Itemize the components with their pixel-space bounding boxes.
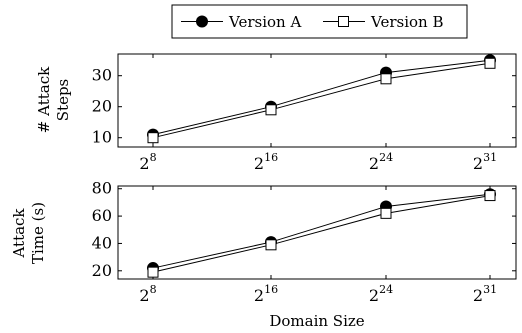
time-point-version-b (147, 266, 159, 278)
time-ytick-label: 40 (92, 233, 112, 252)
steps-ytick-label: 20 (92, 97, 112, 116)
steps-ytick-label: 10 (92, 128, 112, 147)
shared-xlabel: Domain Size (269, 312, 364, 330)
steps-series-line-version-a (152, 59, 491, 136)
time-plot-area: 20 40 60 80 28 216 224 231 (92, 179, 517, 305)
time-series-line-version-a (152, 193, 491, 269)
steps-chart: # Attack Steps 10 20 30 28 216 224 231 (35, 53, 517, 173)
legend-marker-version-a (196, 15, 208, 28)
steps-xtick-label: 231 (473, 151, 497, 173)
time-xtick-label: 231 (473, 283, 497, 305)
steps-point-version-b (380, 73, 392, 85)
steps-series-line-version-b (152, 62, 491, 139)
steps-ylabel-line1: # Attack (35, 66, 53, 133)
steps-xtick-label: 216 (254, 151, 278, 173)
time-ytick-label: 60 (92, 206, 112, 225)
time-xtick-label: 28 (139, 283, 156, 305)
steps-point-version-b (265, 104, 277, 116)
legend-marker-version-b (338, 16, 349, 27)
time-xtick-label: 224 (369, 283, 393, 305)
time-ytick-label: 80 (92, 179, 112, 198)
time-point-version-b (484, 190, 496, 202)
steps-xtick-label: 224 (369, 151, 393, 173)
steps-ylabel-line2: Steps (54, 79, 72, 121)
legend: Version A Version B (171, 4, 468, 39)
steps-xtick-label: 28 (139, 151, 156, 173)
time-point-version-b (265, 239, 277, 251)
time-ylabel-line1: Attack (10, 208, 28, 259)
steps-point-version-b (147, 132, 159, 144)
time-series-line-version-b (152, 195, 491, 273)
legend-label-version-b: Version B (370, 13, 443, 31)
steps-frame (117, 53, 517, 148)
time-chart: Attack Time (s) 20 40 60 80 28 216 224 231 (10, 179, 517, 305)
legend-label-version-a: Version A (228, 13, 301, 31)
time-frame (117, 185, 517, 280)
time-ytick-label: 20 (92, 261, 112, 280)
legend-item-version-a: Version A (181, 13, 301, 31)
steps-plot-area: 10 20 30 28 216 224 231 (92, 53, 517, 173)
time-point-version-b (380, 207, 392, 219)
steps-ytick-label: 30 (92, 66, 112, 85)
time-ylabel-line2: Time (s) (29, 202, 47, 264)
time-xtick-label: 216 (254, 283, 278, 305)
legend-item-version-b: Version B (323, 13, 443, 31)
steps-point-version-b (484, 57, 496, 69)
